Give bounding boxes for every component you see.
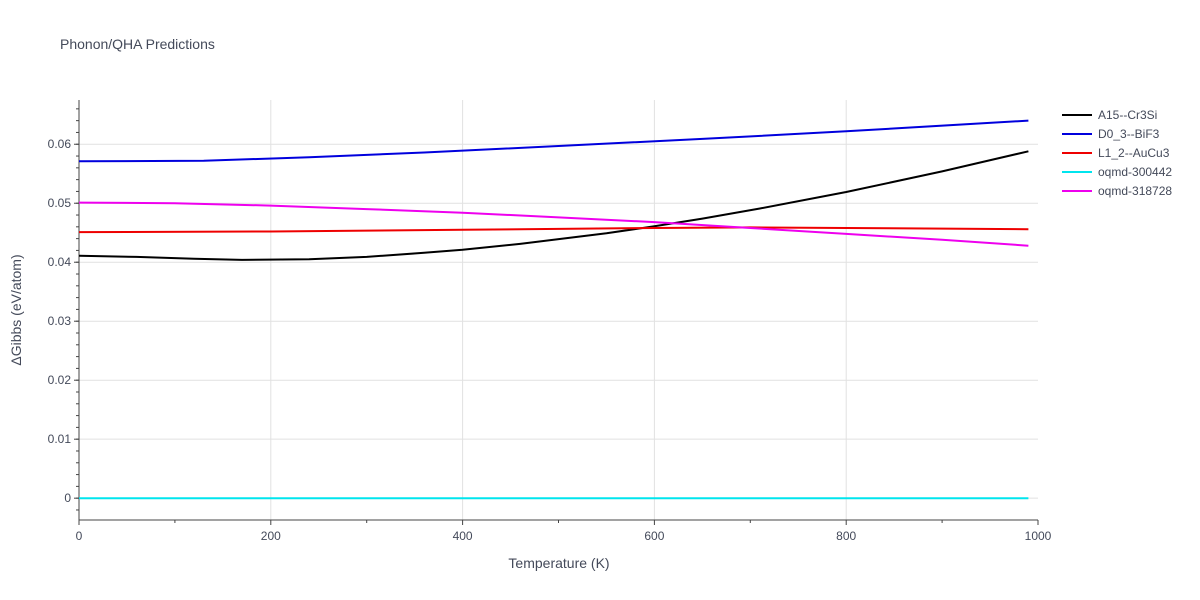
series-line-oqmd-318728[interactable] <box>78 201 1029 247</box>
legend-item[interactable]: A15--Cr3Si <box>1062 108 1157 122</box>
legend-label: oqmd-300442 <box>1098 165 1172 179</box>
grid-lines <box>79 100 1038 520</box>
legend-item[interactable]: D0_3--BiF3 <box>1062 127 1160 141</box>
y-axis-title: ΔGibbs (eV/atom) <box>8 254 24 365</box>
x-tick-label: 800 <box>836 529 856 543</box>
x-tick-label: 0 <box>76 529 83 543</box>
y-tick-label: 0 <box>64 491 71 505</box>
x-tick-label: 1000 <box>1025 529 1052 543</box>
y-tick-label: 0.06 <box>48 137 72 151</box>
legend-label: L1_2--AuCu3 <box>1098 146 1170 160</box>
legend-item[interactable]: L1_2--AuCu3 <box>1062 146 1170 160</box>
x-tick-label: 200 <box>261 529 281 543</box>
axes: 0 0.01 0.02 0.03 0.04 0.05 0.06 0 200 400 600 800 10… <box>48 100 1052 543</box>
y-tick-label: 0.05 <box>48 196 72 210</box>
series-layer <box>78 119 1029 500</box>
y-tick-label: 0.01 <box>48 432 72 446</box>
legend[interactable]: A15--Cr3Si D0_3--BiF3 L1_2--AuCu3 oqmd-3004… <box>1062 108 1172 198</box>
x-axis-title: Temperature (K) <box>508 555 609 571</box>
legend-item[interactable]: oqmd-318728 <box>1062 184 1172 198</box>
x-tick-label: 600 <box>644 529 664 543</box>
legend-label: A15--Cr3Si <box>1098 108 1157 122</box>
series-line-l1-2-aucu3[interactable] <box>78 226 1029 234</box>
x-tick-label: 400 <box>453 529 473 543</box>
y-tick-label: 0.04 <box>48 255 72 269</box>
legend-label: oqmd-318728 <box>1098 184 1172 198</box>
legend-item[interactable]: oqmd-300442 <box>1062 165 1172 179</box>
chart-title: Phonon/QHA Predictions <box>60 36 215 52</box>
y-tick-label: 0.02 <box>48 373 72 387</box>
series-line-a15-cr3si[interactable] <box>78 150 1029 261</box>
series-line-d0-3-bif3[interactable] <box>78 119 1029 163</box>
legend-label: D0_3--BiF3 <box>1098 127 1160 141</box>
y-tick-label: 0.03 <box>48 314 72 328</box>
